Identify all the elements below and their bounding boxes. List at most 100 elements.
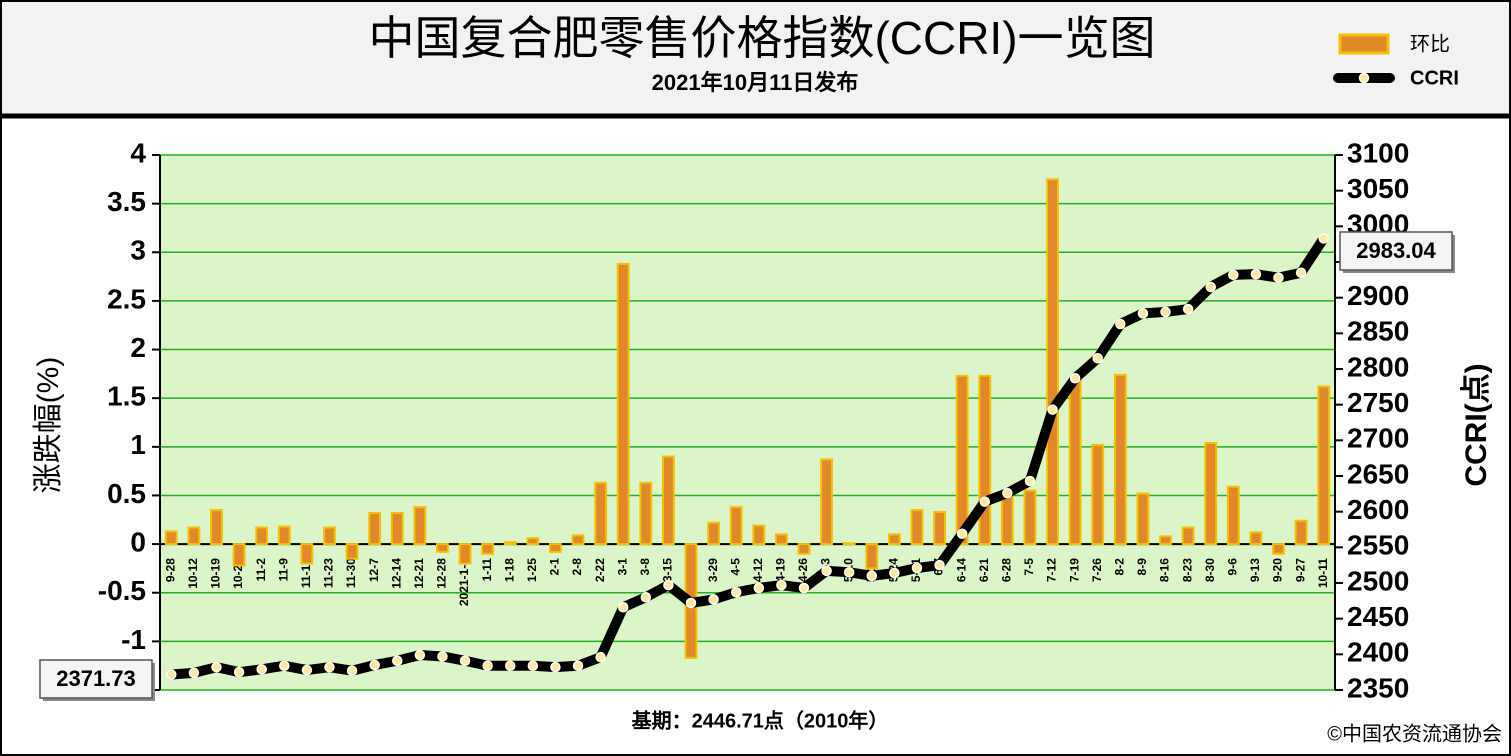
bar bbox=[707, 521, 721, 546]
bar bbox=[978, 374, 992, 546]
bar bbox=[955, 374, 969, 546]
y-tick-label: 0.5 bbox=[107, 478, 146, 509]
chart-title: 中国复合肥零售价格指数(CCRI)一览图 bbox=[368, 12, 1155, 64]
x-tick-label: 12-21 bbox=[412, 558, 426, 589]
header bbox=[2, 2, 1509, 114]
y-tick-label: 3.5 bbox=[107, 186, 146, 217]
ccri-point bbox=[753, 582, 765, 594]
x-tick-label: 2-22 bbox=[593, 558, 607, 582]
bar bbox=[1046, 178, 1059, 546]
x-tick-label: 8-16 bbox=[1158, 558, 1172, 582]
legend-label: CCRI bbox=[1410, 67, 1459, 89]
bar bbox=[413, 506, 427, 546]
ccri-point bbox=[1115, 318, 1126, 330]
ccri-point bbox=[1182, 303, 1194, 315]
x-tick-label: 9-6 bbox=[1225, 558, 1239, 576]
x-tick-label: 6-21 bbox=[977, 558, 991, 582]
ccri-point bbox=[1069, 373, 1081, 384]
bar bbox=[797, 543, 811, 555]
bar bbox=[1159, 535, 1172, 546]
ccri-point bbox=[346, 665, 358, 676]
y-tick-label: 1.5 bbox=[107, 381, 146, 412]
bar bbox=[820, 458, 834, 546]
value-label-box bbox=[1339, 231, 1453, 271]
ccri-point bbox=[911, 562, 923, 574]
y-tick-label: 4 bbox=[130, 137, 146, 168]
ccri-point bbox=[256, 664, 267, 675]
ccri-point bbox=[233, 666, 245, 678]
bar bbox=[1272, 543, 1285, 555]
bar bbox=[933, 510, 946, 546]
bar bbox=[729, 506, 743, 546]
ccri-point bbox=[482, 660, 493, 671]
legend-swatch bbox=[1358, 72, 1370, 84]
ccri-point bbox=[1092, 353, 1103, 364]
ccri-point bbox=[979, 496, 991, 507]
y-axis-title: 涨跌幅(%) bbox=[32, 357, 65, 494]
bar bbox=[887, 533, 901, 546]
ccri-point bbox=[1002, 487, 1013, 499]
ccri-point bbox=[324, 661, 335, 673]
x-tick-label: 9-20 bbox=[1271, 558, 1285, 582]
ccri-point bbox=[843, 567, 855, 578]
x-tick-label: 4-12 bbox=[751, 558, 765, 582]
bar bbox=[164, 530, 178, 546]
x-tick-label: 8-2 bbox=[1113, 558, 1127, 576]
x-tick-label: 8-9 bbox=[1135, 558, 1149, 576]
ccri-point bbox=[866, 570, 878, 582]
ccri-point bbox=[166, 669, 177, 680]
ccri-point bbox=[279, 660, 290, 671]
bar bbox=[774, 533, 788, 546]
ccri-point bbox=[1228, 269, 1239, 281]
bar bbox=[526, 537, 540, 546]
bar bbox=[1136, 492, 1150, 546]
x-tick-label: 4-26 bbox=[796, 558, 810, 582]
ccri-point bbox=[1318, 233, 1329, 244]
bar bbox=[436, 543, 449, 553]
bar bbox=[1204, 441, 1218, 546]
x-tick-label: 6-28 bbox=[1000, 558, 1014, 582]
bar bbox=[661, 455, 675, 546]
x-tick-label: 9-13 bbox=[1248, 558, 1262, 582]
value-label: 2371.73 bbox=[56, 666, 136, 691]
ccri-point bbox=[211, 661, 222, 673]
bar bbox=[842, 542, 856, 546]
x-tick-label: 2-8 bbox=[570, 558, 584, 576]
bar bbox=[1317, 385, 1331, 546]
x-tick-label: 11-30 bbox=[344, 558, 358, 588]
bar bbox=[300, 543, 314, 565]
y-tick-label: -1 bbox=[121, 624, 146, 655]
bar bbox=[277, 525, 291, 546]
ccri-point bbox=[640, 592, 652, 603]
x-tick-label: 3-29 bbox=[706, 558, 720, 582]
ccri-point bbox=[414, 649, 426, 661]
x-tick-label: 4-5 bbox=[728, 558, 742, 576]
bar bbox=[1249, 531, 1263, 546]
x-tick-label: 9-28 bbox=[163, 558, 177, 582]
y2-tick-label: 3100 bbox=[1347, 137, 1409, 168]
x-tick-label: 12-14 bbox=[389, 558, 403, 589]
x-tick-label: 10-11 bbox=[1316, 558, 1330, 588]
x-tick-label: 3-15 bbox=[661, 558, 675, 582]
x-tick-label: 7-19 bbox=[1067, 558, 1081, 582]
bar bbox=[594, 481, 608, 546]
bar bbox=[368, 511, 382, 546]
plot-area bbox=[160, 155, 1335, 690]
x-tick-label: 7-5 bbox=[1022, 558, 1036, 576]
y-tick-label: 3 bbox=[130, 235, 146, 266]
bar bbox=[639, 481, 653, 546]
bar bbox=[1023, 489, 1037, 546]
bar bbox=[865, 543, 879, 570]
bar bbox=[390, 511, 404, 546]
y-tick-label: 1 bbox=[130, 429, 146, 460]
y2-tick-label: 2800 bbox=[1347, 351, 1409, 382]
ccri-point bbox=[1160, 306, 1171, 318]
bar bbox=[1068, 377, 1082, 546]
y2-tick-label: 2400 bbox=[1347, 637, 1409, 668]
x-tick-label: 2021-1-4 bbox=[457, 558, 471, 606]
ccri-point bbox=[821, 565, 832, 577]
ccri-point bbox=[798, 582, 810, 594]
y2-tick-label: 2450 bbox=[1347, 601, 1409, 632]
bar bbox=[187, 526, 201, 546]
bar bbox=[1113, 373, 1127, 546]
